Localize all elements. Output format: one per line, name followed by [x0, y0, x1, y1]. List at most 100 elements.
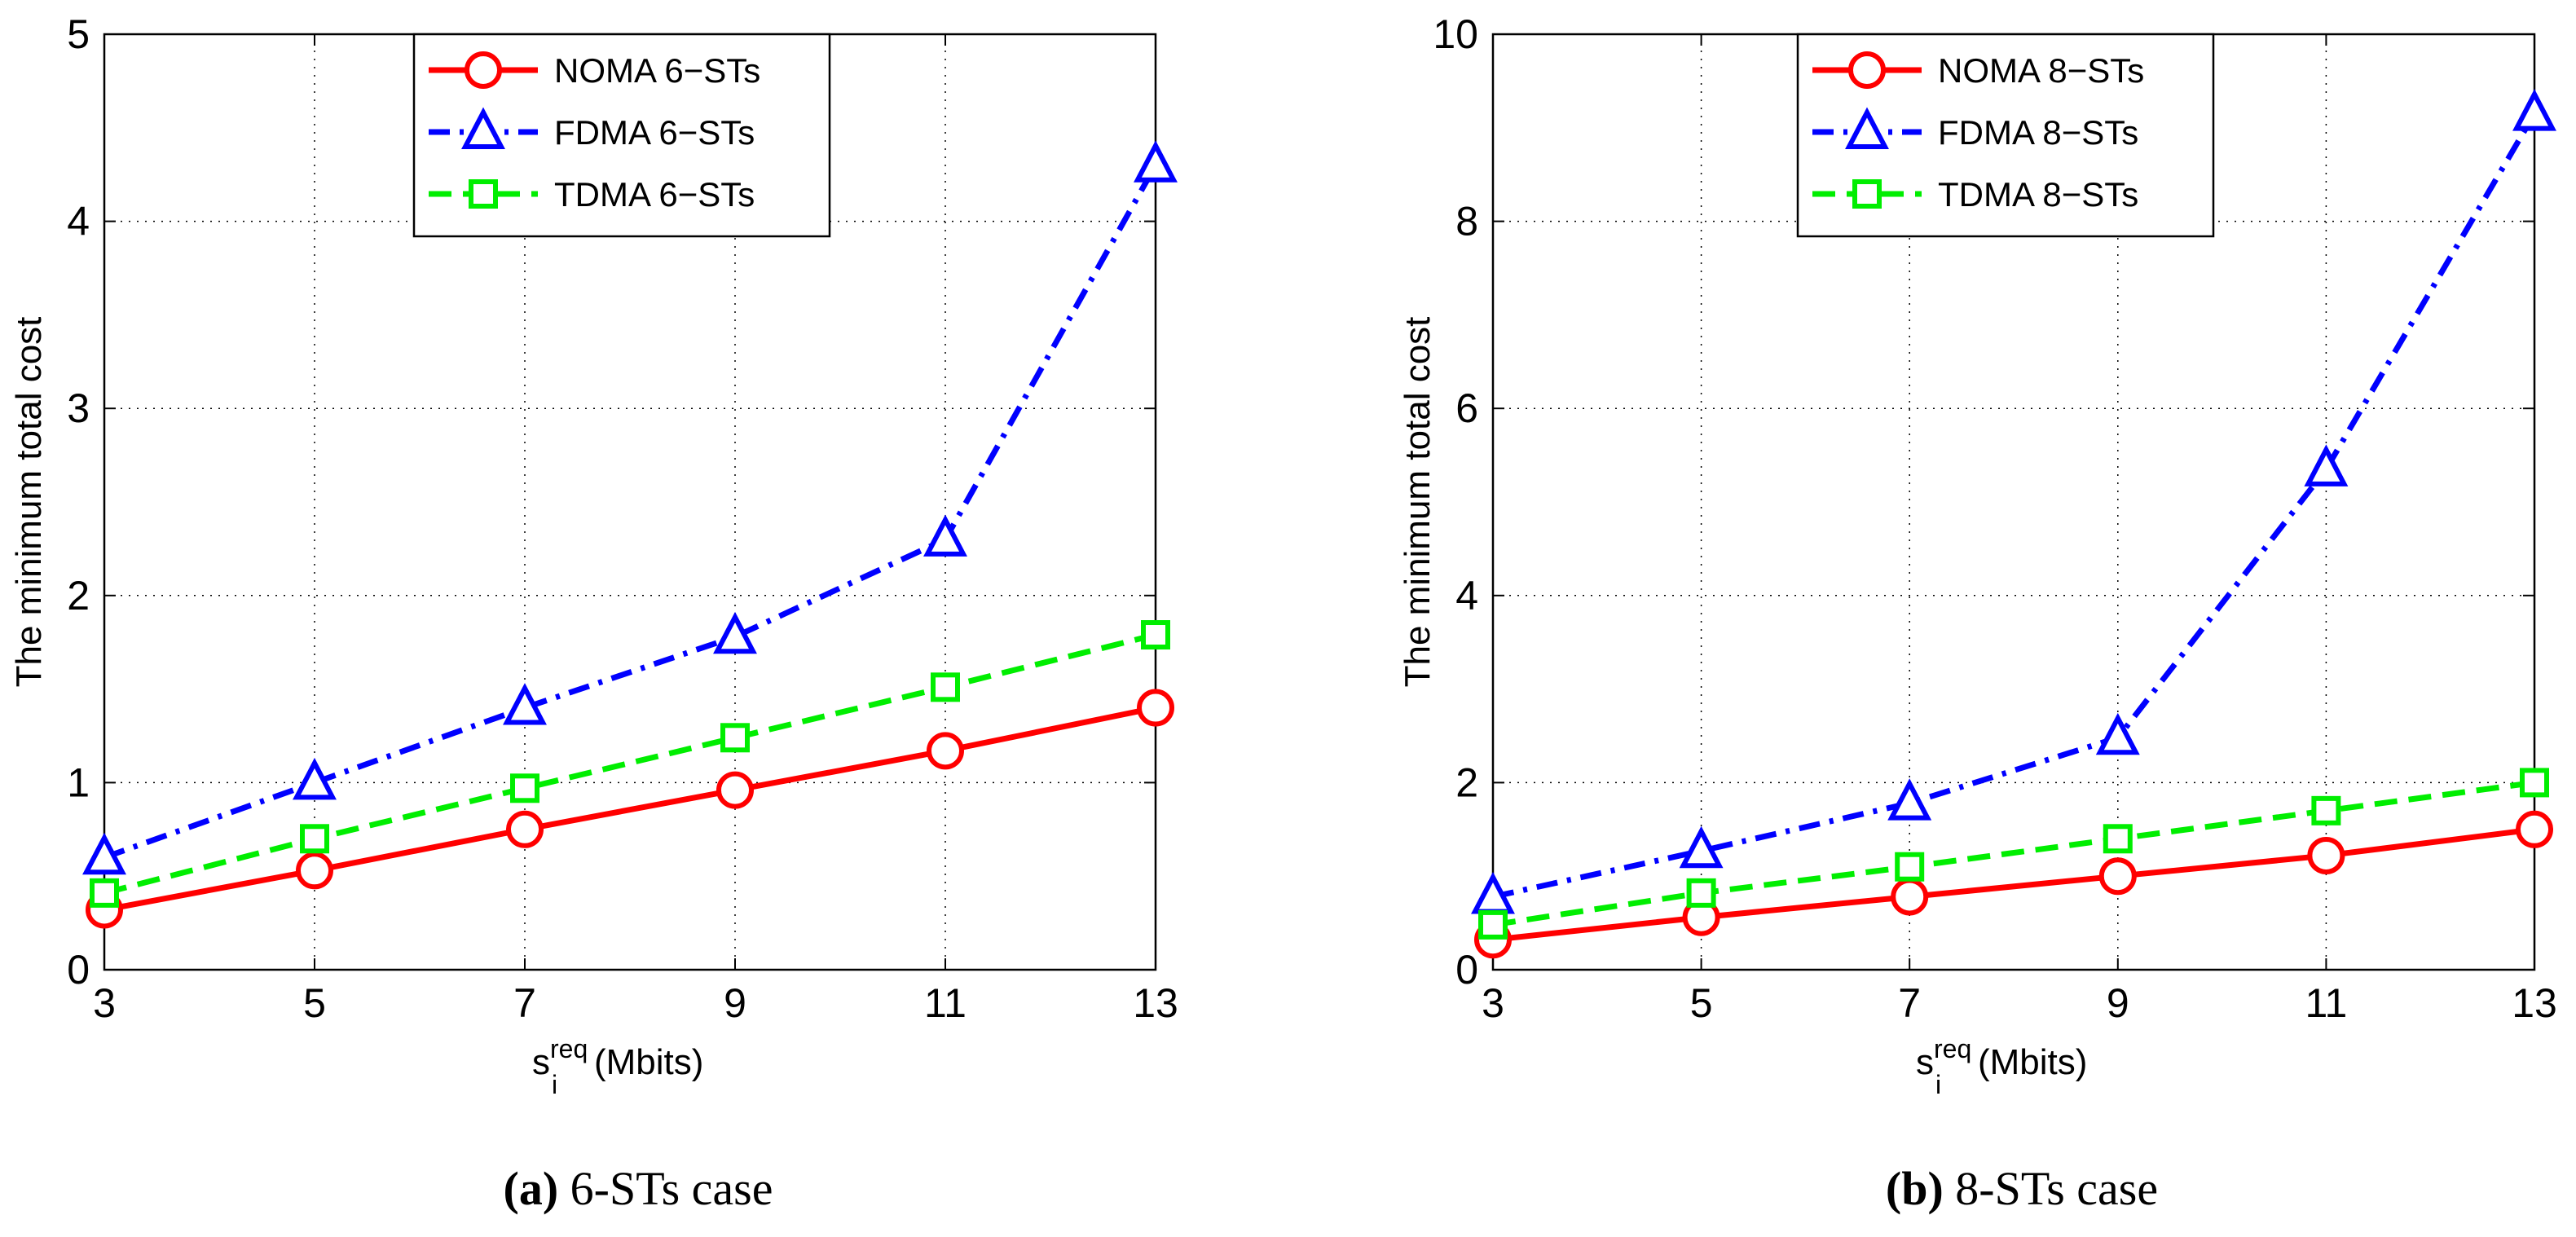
series-tdma	[90, 620, 1170, 908]
caption-label: (a)	[504, 1162, 559, 1215]
y-tick-label: 10	[1433, 11, 1478, 57]
y-tick-label: 1	[67, 759, 90, 805]
data-point-marker	[1887, 778, 1932, 821]
data-point-marker	[293, 757, 337, 800]
data-point-marker	[300, 824, 329, 854]
legend: NOMA 6−STs FDMA 6−STs TDMA 6−STs	[412, 33, 831, 238]
x-axis-label-sub: i	[552, 1070, 557, 1099]
data-point-marker	[923, 514, 967, 557]
legend: NOMA 8−STs FDMA 8−STs TDMA 8−STs	[1796, 33, 2215, 238]
caption-right: (b) 8-STs case	[1886, 1162, 2158, 1215]
y-tick-label: 4	[67, 199, 90, 244]
data-point-marker	[720, 723, 750, 753]
data-point-marker	[927, 732, 964, 770]
legend-marker	[1845, 107, 1889, 149]
data-point-marker	[713, 611, 757, 654]
x-axis-label: sreq i (Mbits)	[532, 1034, 703, 1099]
series-line	[103, 632, 1156, 896]
caption-label: (b)	[1886, 1162, 1944, 1215]
data-point-marker	[503, 683, 547, 725]
data-point-marker	[1686, 878, 1716, 908]
data-point-marker	[1134, 140, 1178, 183]
x-axis-label: sreq i (Mbits)	[1916, 1034, 2087, 1099]
x-tick-label: 11	[2305, 980, 2347, 1026]
series-tdma	[1478, 768, 2549, 940]
series-line	[1492, 826, 2535, 943]
series-line	[1492, 779, 2535, 928]
y-axis-label: The minimum total cost	[9, 317, 49, 688]
data-point-marker	[1137, 689, 1174, 727]
data-point-marker	[2520, 768, 2549, 798]
data-point-marker	[2098, 857, 2137, 896]
x-axis-label-sup: req	[1934, 1034, 1971, 1063]
data-point-marker	[2307, 836, 2345, 874]
x-axis-label-sup: req	[550, 1034, 588, 1063]
data-point-marker	[506, 810, 544, 848]
x-tick-label: 7	[513, 980, 536, 1026]
y-tick-label: 0	[1455, 947, 1478, 993]
data-point-marker	[2304, 444, 2349, 486]
data-point-marker	[82, 832, 126, 875]
y-tick-label: 5	[67, 11, 90, 57]
chart-panel-left: 3 5 7 9 11 13 0 1 2 3 4 5 The minimum total cost sreq…	[9, 11, 1178, 1099]
caption-text: 8-STs case	[1944, 1162, 2158, 1215]
data-point-marker	[2311, 795, 2341, 825]
x-tick-label: 3	[93, 980, 116, 1026]
series-noma	[86, 689, 1174, 929]
y-tick-label: 2	[67, 573, 90, 618]
data-point-marker	[510, 773, 539, 803]
x-axis-label-base: s	[1916, 1042, 1934, 1082]
y-tick-label: 6	[1455, 385, 1478, 431]
data-point-marker	[296, 852, 333, 890]
data-point-marker	[90, 878, 119, 908]
legend-entry: NOMA 8−STs	[1938, 51, 2144, 90]
caption-left: (a) 6-STs case	[504, 1162, 773, 1215]
y-tick-label: 3	[67, 385, 90, 431]
x-tick-label: 3	[1482, 980, 1504, 1026]
x-tick-label: 5	[303, 980, 326, 1026]
legend-entry: FDMA 8−STs	[1938, 113, 2138, 152]
x-tick-label: 13	[1133, 980, 1178, 1026]
series-fdma	[1471, 89, 2556, 914]
series-noma	[1474, 810, 2553, 959]
legend-marker	[469, 179, 498, 209]
legend-entry: NOMA 6−STs	[554, 51, 760, 90]
data-point-marker	[1679, 825, 1724, 869]
x-tick-label: 5	[1690, 980, 1713, 1026]
x-tick-label: 9	[2107, 980, 2129, 1026]
legend-entry: FDMA 6−STs	[554, 113, 755, 152]
legend-entry: TDMA 6−STs	[554, 175, 755, 214]
y-axis-label: The minimum total cost	[1398, 317, 1438, 688]
legend-entry: TDMA 8−STs	[1938, 175, 2138, 214]
series-line	[103, 705, 1156, 913]
x-axis-label-sub: i	[1935, 1070, 1941, 1099]
y-tick-label: 0	[67, 947, 90, 993]
y-tick-label: 4	[1455, 573, 1478, 618]
x-axis-label-unit: (Mbits)	[594, 1042, 703, 1082]
data-point-marker	[716, 771, 754, 809]
legend-marker	[1852, 179, 1882, 209]
data-point-marker	[2103, 824, 2133, 854]
series-fdma	[82, 140, 1178, 875]
data-point-marker	[1895, 852, 1925, 882]
legend-marker	[465, 51, 502, 89]
x-tick-label: 11	[924, 980, 967, 1026]
data-point-marker	[1891, 878, 1929, 916]
x-tick-label: 7	[1898, 980, 1921, 1026]
chart-panel-right: 3 5 7 9 11 13 0 2 4 6 8 10 The minimum total cost sre…	[1398, 11, 2557, 1099]
x-tick-label: 9	[724, 980, 746, 1026]
caption-text: 6-STs case	[558, 1162, 773, 1215]
legend-marker	[461, 107, 505, 149]
data-point-marker	[1478, 909, 1508, 940]
data-point-marker	[931, 672, 960, 702]
y-tick-label: 8	[1455, 199, 1478, 244]
data-point-marker	[2512, 89, 2556, 131]
data-point-marker	[1141, 620, 1170, 650]
data-point-marker	[2095, 712, 2140, 755]
x-tick-label: 13	[2512, 980, 2557, 1026]
x-axis-label-unit: (Mbits)	[1978, 1042, 2087, 1082]
data-point-marker	[2516, 810, 2553, 848]
x-axis-label-base: s	[532, 1042, 550, 1082]
series-line	[103, 164, 1159, 861]
